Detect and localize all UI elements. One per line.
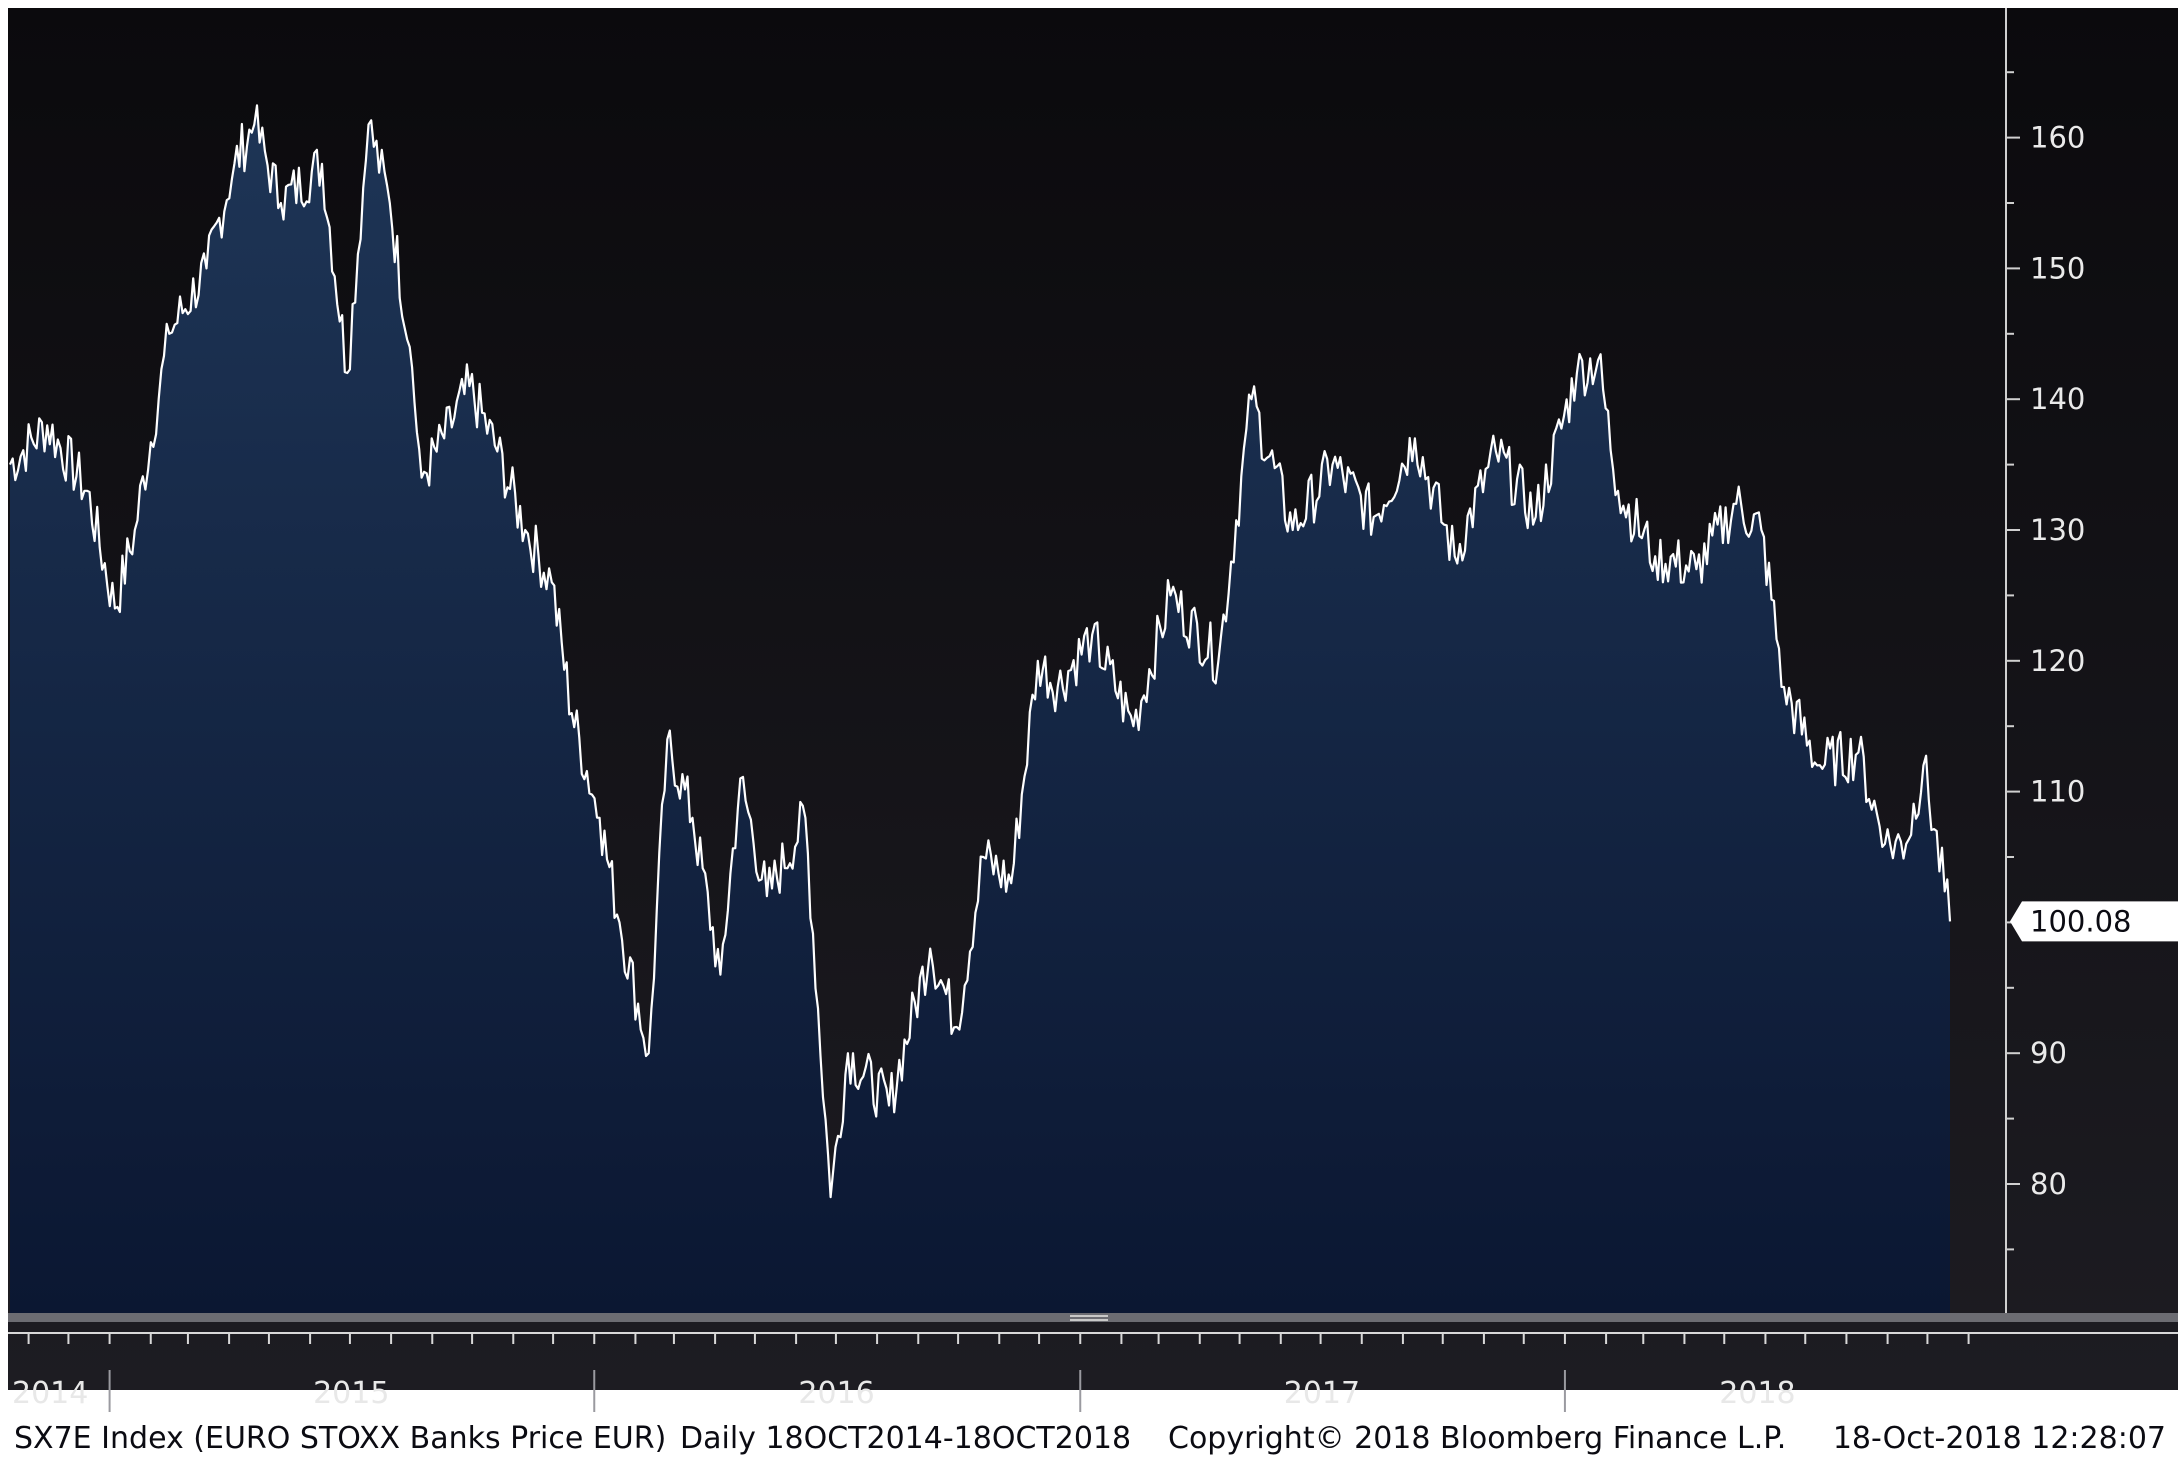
x-year-label: 2017 <box>1284 1376 1360 1411</box>
x-year-label: 2015 <box>313 1376 389 1411</box>
y-tick-label: 150 <box>2030 251 2085 285</box>
y-tick-label: 90 <box>2030 1036 2067 1070</box>
x-year-label: 2014 <box>12 1376 88 1411</box>
footer-period: Daily 18OCT2014-18OCT2018 <box>680 1421 1131 1456</box>
series-line <box>8 104 1952 1199</box>
series-layer <box>8 104 1952 1313</box>
footer-copyright: Copyright© 2018 Bloomberg Finance L.P. <box>1168 1421 1786 1456</box>
y-tick-label: 140 <box>2030 382 2085 416</box>
y-tick-label: 120 <box>2030 644 2085 678</box>
last-value-label: 100.08 <box>2030 904 2131 938</box>
x-year-label: 2016 <box>798 1376 874 1411</box>
footer-title: SX7E Index (EURO STOXX Banks Price EUR) <box>14 1421 666 1456</box>
footer-timestamp: 18-Oct-2018 12:28:07 <box>1833 1421 2166 1456</box>
panel-separator <box>8 1313 2178 1322</box>
y-tick-label: 130 <box>2030 513 2085 547</box>
series-area <box>10 105 1950 1313</box>
resize-handle[interactable] <box>1070 1315 1108 1321</box>
y-tick-label: 160 <box>2030 121 2085 155</box>
y-axis: 160 150 140 130 120 110 90 80 <box>2006 71 2085 1251</box>
y-tick-label: 80 <box>2030 1167 2067 1201</box>
last-value-tag <box>2010 901 2178 942</box>
x-year-label: 2018 <box>1719 1376 1795 1411</box>
x-axis: 2014 2015 2016 2017 2018 <box>12 1333 1970 1412</box>
y-tick-label: 110 <box>2030 775 2085 809</box>
last-value-marker: 100.08 <box>2010 901 2178 942</box>
